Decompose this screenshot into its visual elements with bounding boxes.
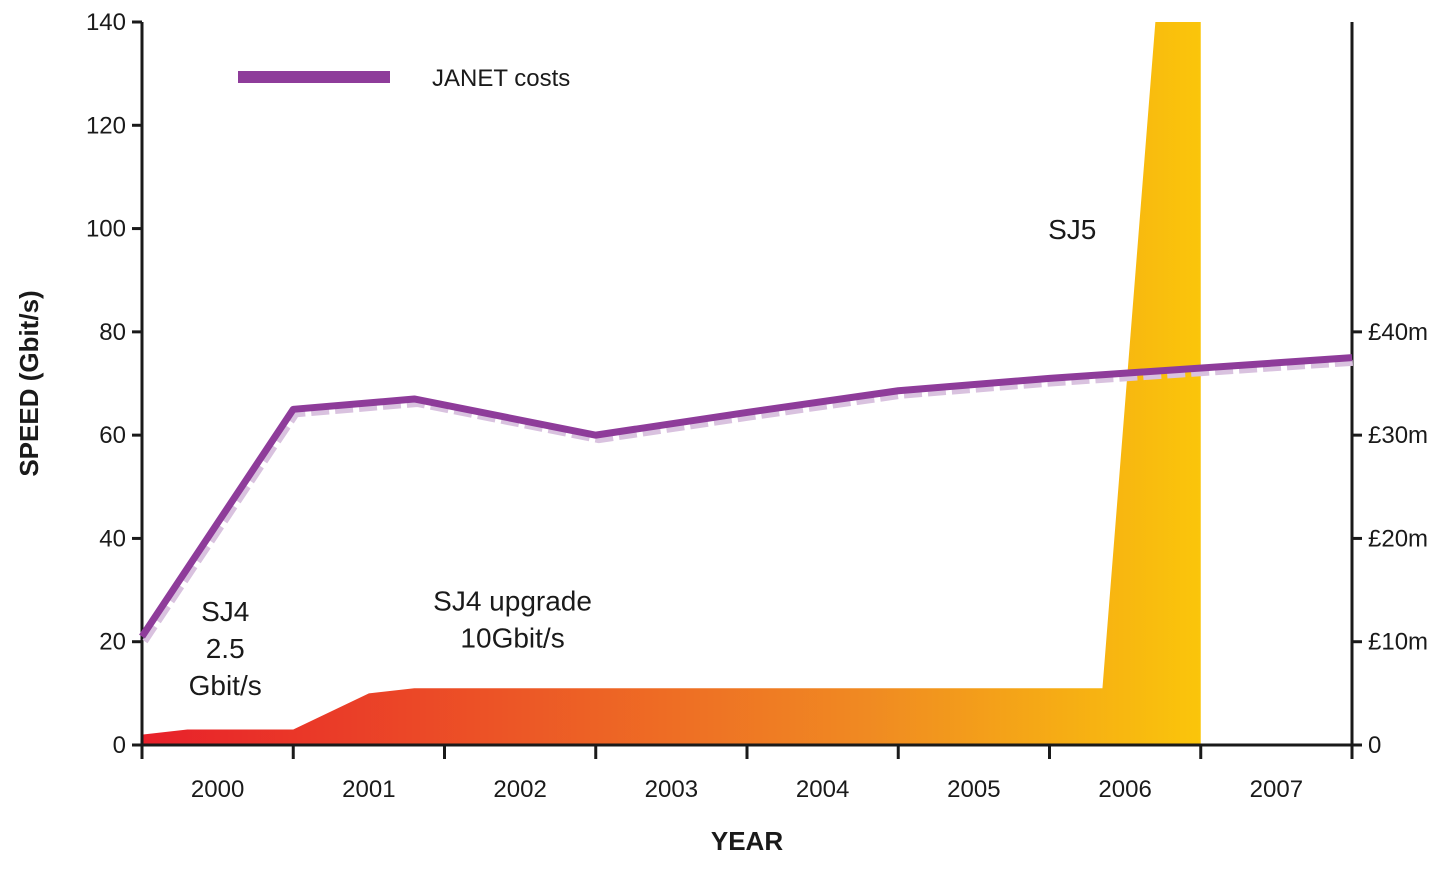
annotation-text: 10Gbit/s xyxy=(460,623,564,654)
x-tick-label: 2006 xyxy=(1098,776,1151,803)
y-tick-label: 80 xyxy=(99,319,126,346)
y2-tick-label: £10m xyxy=(1368,629,1428,656)
y-tick-label: 0 xyxy=(113,732,126,759)
x-tick-label: 2002 xyxy=(493,776,546,803)
x-tick-label: 2004 xyxy=(796,776,849,803)
x-tick-label: 2000 xyxy=(191,776,244,803)
annotation-text: 2.5 xyxy=(206,633,245,664)
y2-tick-label: £30m xyxy=(1368,422,1428,449)
y-tick-label: 20 xyxy=(99,629,126,656)
axis-titles-layer: YEAR SPEED (Gbit/s) xyxy=(14,290,783,856)
y-tick-label: 60 xyxy=(99,422,126,449)
cost-line-shadow xyxy=(142,359,1356,644)
legend-label: JANET costs xyxy=(432,65,570,92)
annotations-layer: SJ4 2.5 Gbit/s SJ4 upgrade 10Gbit/s SJ5 xyxy=(189,214,1097,701)
y-tick-label: 120 xyxy=(86,112,126,139)
speed-area-layer xyxy=(142,22,1201,745)
annotation-text: SJ4 xyxy=(201,596,249,627)
y2-tick-label: £20m xyxy=(1368,525,1428,552)
annotation-text: Gbit/s xyxy=(189,670,262,701)
axes-layer: 0 20 40 60 80 100 120 140 0 £10m £20m £30m £40m 2000 2… xyxy=(86,9,1428,803)
speed-area xyxy=(142,22,1201,745)
y-axis-title: SPEED (Gbit/s) xyxy=(14,290,44,476)
x-tick-label: 2007 xyxy=(1250,776,1303,803)
legend: JANET costs xyxy=(238,65,570,92)
y2-tick-label: 0 xyxy=(1368,732,1381,759)
cost-line-layer xyxy=(139,354,1356,644)
x-tick-label: 2005 xyxy=(947,776,1000,803)
annotation-text: SJ4 upgrade xyxy=(433,586,592,617)
y-tick-label: 100 xyxy=(86,216,126,243)
cost-line xyxy=(139,354,1353,639)
annotation-text: SJ5 xyxy=(1048,214,1096,245)
y-tick-label: 140 xyxy=(86,9,126,36)
x-axis-title: YEAR xyxy=(711,826,783,856)
y-tick-label: 40 xyxy=(99,525,126,552)
y2-tick-label: £40m xyxy=(1368,319,1428,346)
x-tick-label: 2003 xyxy=(645,776,698,803)
x-tick-label: 2001 xyxy=(342,776,395,803)
